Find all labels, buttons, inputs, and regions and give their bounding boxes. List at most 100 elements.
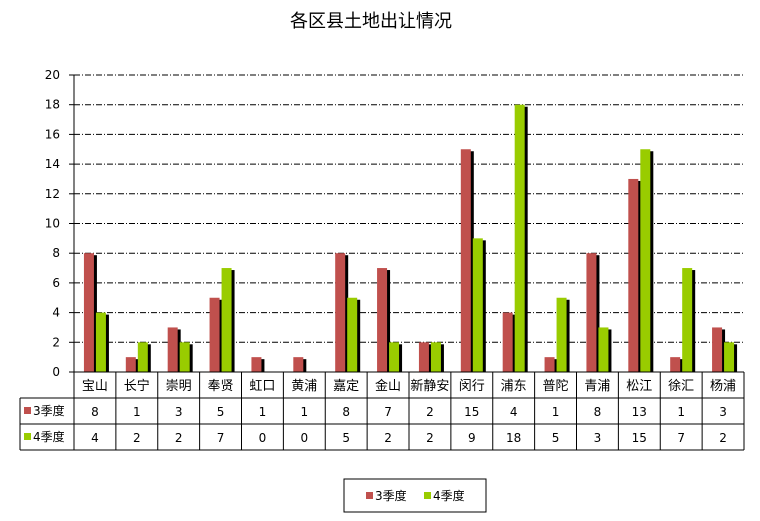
y-tick-label: 4 xyxy=(52,306,60,320)
bar-3季度-奉贤 xyxy=(209,297,220,372)
data-label: 4 xyxy=(510,405,518,419)
data-label: 5 xyxy=(217,405,225,419)
data-label: 1 xyxy=(133,405,141,419)
x-tick-label: 闵行 xyxy=(459,379,485,394)
legend-key xyxy=(366,492,373,499)
legend: 3季度 4季度 xyxy=(343,478,487,513)
data-label: 15 xyxy=(632,431,647,445)
x-tick-label: 杨浦 xyxy=(710,379,736,394)
legend-box xyxy=(343,478,487,513)
y-tick-label: 2 xyxy=(52,335,60,349)
bar-3季度-杨浦 xyxy=(712,327,723,372)
bar-4季度-崇明 xyxy=(179,342,190,372)
x-tick-label: 虹口 xyxy=(249,379,275,394)
table-legend-key xyxy=(24,433,31,440)
x-tick-label: 嘉定 xyxy=(333,379,359,394)
x-tick-label: 金山 xyxy=(375,378,401,394)
bar-4季度-徐汇 xyxy=(682,268,693,372)
data-label: 1 xyxy=(300,405,308,419)
bar-4季度-浦东 xyxy=(514,104,525,372)
bar-4季度-普陀 xyxy=(556,297,567,372)
x-tick-label: 新静安 xyxy=(410,378,449,394)
x-tick-label: 浦东 xyxy=(501,379,527,394)
data-label: 2 xyxy=(133,431,141,445)
bar-4季度-闵行 xyxy=(472,238,483,372)
data-label: 15 xyxy=(464,405,479,419)
data-label: 8 xyxy=(594,405,602,419)
data-label: 2 xyxy=(175,431,183,445)
data-label: 1 xyxy=(677,405,685,419)
data-label: 2 xyxy=(426,405,434,419)
bar-3季度-黄浦 xyxy=(293,357,304,372)
data-label: 0 xyxy=(259,431,267,445)
bar-3季度-松江 xyxy=(628,178,639,372)
y-tick-label: 0 xyxy=(52,365,60,379)
data-label: 2 xyxy=(719,431,727,445)
bar-3季度-新静安 xyxy=(418,342,429,372)
data-label: 2 xyxy=(426,431,434,445)
bar-3季度-崇明 xyxy=(167,327,178,372)
bar-3季度-金山 xyxy=(377,268,388,372)
table-series-label: 4季度 xyxy=(33,429,65,444)
y-tick-label: 10 xyxy=(45,217,60,231)
bar-4季度-青浦 xyxy=(598,327,609,372)
data-label: 18 xyxy=(506,431,521,445)
bar-3季度-闵行 xyxy=(460,149,471,372)
bar-4季度-杨浦 xyxy=(724,342,735,372)
data-label: 5 xyxy=(342,431,350,445)
bar-4季度-金山 xyxy=(389,342,400,372)
x-tick-label: 长宁 xyxy=(124,378,150,394)
y-tick-label: 18 xyxy=(45,98,60,112)
data-label: 2 xyxy=(384,431,392,445)
data-label: 3 xyxy=(175,405,183,419)
legend-label: 3季度 xyxy=(375,488,407,503)
y-tick-label: 8 xyxy=(52,246,60,260)
bar-3季度-徐汇 xyxy=(670,357,681,372)
x-tick-label: 徐汇 xyxy=(668,379,694,394)
bar-4季度-宝山 xyxy=(95,312,106,372)
data-label: 3 xyxy=(719,405,727,419)
x-tick-label: 青浦 xyxy=(584,379,610,394)
bar-3季度-长宁 xyxy=(125,357,136,372)
bar-3季度-青浦 xyxy=(586,253,597,372)
data-label: 1 xyxy=(552,405,560,419)
gridlines xyxy=(74,74,744,343)
data-label: 7 xyxy=(217,431,225,445)
legend-key xyxy=(424,492,431,499)
bar-3季度-普陀 xyxy=(544,357,555,372)
y-axis: 0 2 4 6 8 10 12 14 16 18 20 xyxy=(45,68,744,379)
data-label: 13 xyxy=(632,405,647,419)
bar-4季度-嘉定 xyxy=(347,297,358,372)
x-tick-label: 奉贤 xyxy=(208,379,234,394)
y-tick-label: 6 xyxy=(52,276,60,290)
data-label: 8 xyxy=(342,405,350,419)
table-legend-key xyxy=(24,407,31,414)
bars xyxy=(83,104,738,372)
y-tick-label: 16 xyxy=(45,127,60,141)
x-tick-label: 松江 xyxy=(626,379,652,394)
data-label: 7 xyxy=(384,405,392,419)
bar-3季度-浦东 xyxy=(502,312,513,372)
data-label: 0 xyxy=(300,431,308,445)
data-label: 9 xyxy=(468,431,476,445)
legend-label: 4季度 xyxy=(433,488,465,503)
bar-4季度-新静安 xyxy=(430,342,441,372)
bar-4季度-松江 xyxy=(640,149,651,372)
data-label: 4 xyxy=(91,431,99,445)
y-tick-label: 12 xyxy=(45,187,60,201)
data-label: 1 xyxy=(259,405,267,419)
data-label: 5 xyxy=(552,431,560,445)
x-tick-label: 黄浦 xyxy=(291,379,317,394)
bar-3季度-宝山 xyxy=(83,253,94,372)
y-tick-label: 20 xyxy=(45,68,60,82)
x-tick-label: 普陀 xyxy=(543,378,569,394)
data-label: 7 xyxy=(677,431,685,445)
bar-4季度-奉贤 xyxy=(221,268,232,372)
x-tick-label: 宝山 xyxy=(82,379,108,394)
chart-title: 各区县土地出让情况 xyxy=(290,11,452,32)
x-tick-label: 崇明 xyxy=(166,379,192,394)
data-label: 3 xyxy=(594,431,602,445)
y-tick-label: 14 xyxy=(45,157,60,171)
bar-4季度-长宁 xyxy=(137,342,148,372)
